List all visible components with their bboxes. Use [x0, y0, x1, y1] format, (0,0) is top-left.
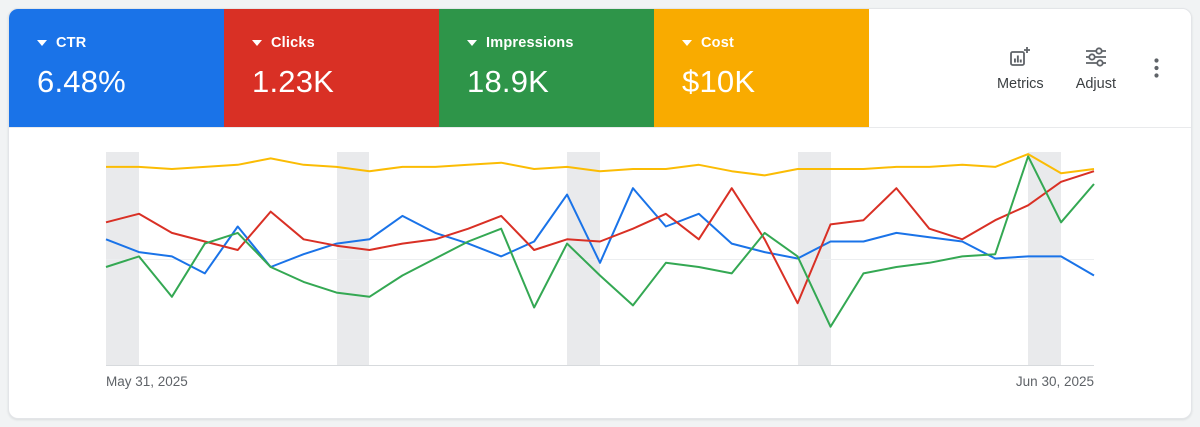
- dropdown-triangle-icon[interactable]: [467, 40, 477, 46]
- dropdown-triangle-icon[interactable]: [37, 40, 47, 46]
- scorecard-clicks[interactable]: Clicks 1.23K: [224, 9, 439, 127]
- dropdown-triangle-icon[interactable]: [252, 40, 262, 46]
- scorecard-metric-name: Clicks: [271, 35, 315, 51]
- dropdown-triangle-icon[interactable]: [682, 40, 692, 46]
- horizontal-gridline: [106, 258, 1094, 260]
- scorecard-chart-add-icon: [1010, 46, 1031, 66]
- scorecard-metric-name: Impressions: [486, 35, 574, 51]
- scorecard-label: CTR: [37, 35, 224, 51]
- x-axis-labels: May 31, 2025 Jun 30, 2025: [106, 374, 1094, 389]
- sliders-icon: [1085, 46, 1106, 67]
- scorecard-label: Cost: [682, 35, 869, 51]
- panel-header: CTR 6.48% Clicks 1.23K Impressions 18.9K Cost $…: [9, 9, 1191, 128]
- scorecard-value: 18.9K: [467, 64, 550, 99]
- series-line-cost: [106, 154, 1094, 175]
- header-actions: Metrics Adjust: [995, 9, 1191, 127]
- scorecard-label: Clicks: [252, 35, 439, 51]
- scorecard-value: 6.48%: [37, 64, 126, 99]
- scorecard-impressions[interactable]: Impressions 18.9K: [439, 9, 654, 127]
- series-line-clicks: [106, 171, 1094, 303]
- scorecard-cost[interactable]: Cost $10K: [654, 9, 869, 127]
- series-line-impressions: [106, 156, 1094, 326]
- metrics-button-label: Metrics: [996, 75, 1044, 92]
- scorecard-metric-name: CTR: [56, 35, 87, 51]
- scorecards: CTR 6.48% Clicks 1.23K Impressions 18.9K Cost $…: [9, 9, 869, 127]
- overflow-menu-button[interactable]: [1148, 52, 1165, 84]
- scorecard-value: 1.23K: [252, 64, 335, 99]
- vertical-kebab-icon: [1154, 58, 1159, 78]
- adjust-button[interactable]: Adjust: [1074, 41, 1118, 96]
- scorecard-ctr[interactable]: CTR 6.48%: [9, 9, 224, 127]
- adjust-button-label: Adjust: [1075, 75, 1116, 92]
- performance-panel: CTR 6.48% Clicks 1.23K Impressions 18.9K Cost $…: [8, 8, 1192, 419]
- scorecard-label: Impressions: [467, 35, 654, 51]
- chart-section: May 31, 2025 Jun 30, 2025: [9, 128, 1191, 389]
- scorecard-metric-name: Cost: [701, 35, 735, 51]
- x-axis-label-start: May 31, 2025: [106, 374, 188, 389]
- chart-plot[interactable]: [106, 152, 1094, 366]
- metrics-button[interactable]: Metrics: [995, 41, 1046, 96]
- scorecard-value: $10K: [682, 64, 756, 99]
- x-axis-label-end: Jun 30, 2025: [1015, 374, 1094, 389]
- chart-lines-svg: [106, 152, 1094, 365]
